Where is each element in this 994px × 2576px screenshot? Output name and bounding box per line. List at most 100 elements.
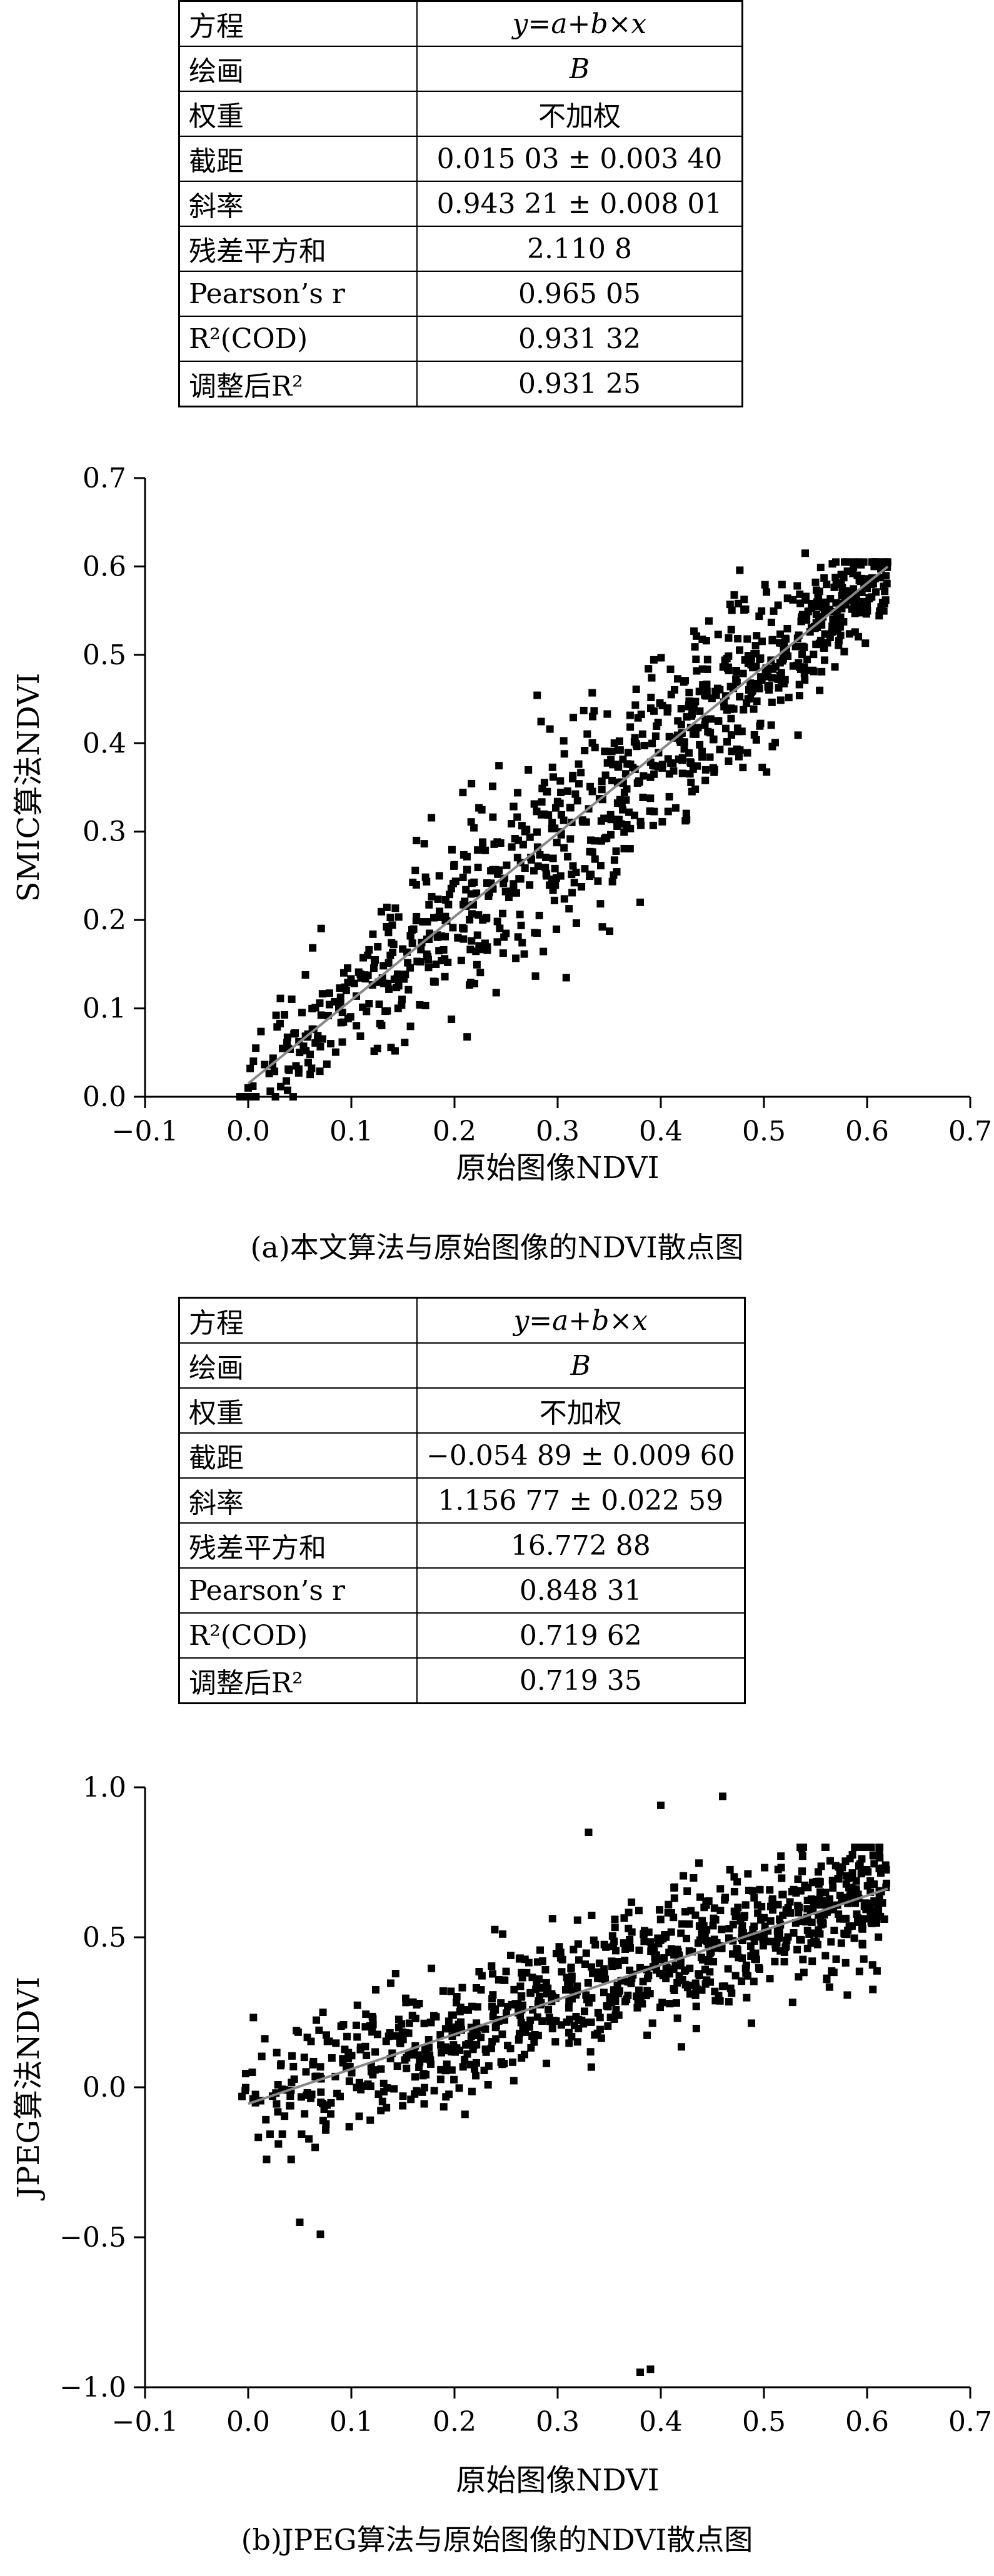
data-point — [565, 2004, 573, 2012]
table-row: Pearson’s r 0.965 05 — [178, 271, 743, 317]
data-point — [730, 705, 738, 713]
data-point — [581, 747, 589, 755]
data-point — [332, 2039, 340, 2047]
scatter-points — [236, 549, 891, 1101]
data-point — [274, 2140, 283, 2148]
fit-table-b: 方程 y=a+b×x 绘画 B 权重 不加权 截距 −0.054 89 ± 0.009 … — [178, 1297, 746, 1704]
data-point — [710, 766, 718, 774]
data-point — [376, 1019, 384, 1027]
data-point — [725, 652, 733, 660]
data-point — [665, 770, 673, 778]
data-point — [756, 673, 765, 681]
data-point — [850, 1934, 858, 1942]
data-point — [454, 2020, 463, 2029]
data-point — [383, 923, 391, 931]
data-point — [608, 877, 616, 886]
data-point — [394, 1004, 402, 1012]
y-tick-label: 0.5 — [83, 1922, 126, 1954]
data-point — [604, 2002, 612, 2010]
data-point — [553, 839, 561, 847]
data-point — [827, 1938, 835, 1946]
data-point — [647, 694, 655, 702]
data-point — [880, 607, 888, 615]
row-key: 方程 — [178, 1297, 418, 1344]
data-point — [517, 1993, 525, 2001]
data-point — [385, 985, 393, 993]
data-point — [685, 689, 693, 697]
data-point — [746, 679, 755, 687]
y-tick-label: 0.6 — [83, 551, 126, 582]
data-point — [766, 1975, 774, 1983]
data-point — [499, 1930, 507, 1938]
data-point — [646, 2365, 655, 2374]
y-tick-label: 0.1 — [83, 993, 126, 1025]
data-point — [388, 921, 396, 929]
data-point — [595, 1959, 603, 1967]
data-point — [846, 1891, 855, 1899]
data-point — [315, 2026, 323, 2034]
row-value: 0.848 31 — [416, 1567, 746, 1614]
data-point — [357, 974, 365, 982]
data-point — [327, 1040, 335, 1048]
data-point — [840, 647, 848, 656]
data-point — [713, 684, 721, 692]
data-point — [685, 1920, 693, 1928]
data-point — [555, 1943, 563, 1951]
data-point — [575, 1956, 583, 1964]
data-point — [761, 1864, 769, 1872]
data-point — [543, 2059, 551, 2067]
data-point — [471, 2065, 479, 2073]
data-point — [703, 656, 711, 664]
data-point — [493, 917, 501, 926]
data-point — [597, 817, 605, 825]
data-point — [783, 1936, 791, 1944]
data-point — [743, 749, 751, 757]
data-point — [538, 798, 546, 806]
data-point — [587, 2018, 595, 2026]
data-point — [648, 674, 656, 682]
data-point — [586, 2048, 595, 2056]
data-point — [865, 594, 873, 602]
data-point — [614, 763, 622, 771]
data-point — [680, 678, 688, 686]
data-point — [533, 828, 541, 836]
data-point — [726, 682, 735, 691]
data-point — [727, 731, 735, 739]
data-point — [341, 983, 349, 991]
data-point — [788, 1999, 796, 2007]
data-point — [610, 2015, 618, 2023]
data-point — [289, 1093, 297, 1101]
data-point — [364, 971, 372, 979]
data-point — [698, 1986, 706, 1994]
data-point — [383, 2104, 391, 2112]
data-point — [311, 2072, 319, 2080]
data-point — [801, 549, 809, 557]
row-key: 绘画 — [178, 46, 418, 92]
data-point — [269, 1054, 277, 1062]
data-point — [625, 808, 633, 816]
data-point — [665, 1900, 673, 1909]
data-point — [863, 584, 871, 592]
data-point — [636, 1964, 644, 1972]
data-point — [363, 2052, 371, 2060]
data-point — [720, 702, 728, 711]
data-point — [637, 711, 645, 719]
data-point — [261, 2035, 269, 2043]
data-point — [817, 1862, 825, 1870]
data-point — [710, 1935, 718, 1944]
data-point — [646, 1989, 654, 1997]
data-point — [459, 789, 467, 797]
data-point — [457, 956, 465, 964]
data-point — [311, 1039, 319, 1047]
data-point — [389, 941, 398, 949]
data-point — [835, 1910, 843, 1918]
data-point — [693, 762, 701, 770]
data-point — [651, 732, 660, 741]
data-point — [516, 875, 525, 883]
data-point — [339, 2055, 347, 2063]
data-point — [856, 1844, 865, 1851]
data-point — [728, 606, 736, 614]
data-point — [296, 1049, 304, 1057]
data-point — [557, 789, 565, 797]
data-point — [389, 949, 397, 957]
